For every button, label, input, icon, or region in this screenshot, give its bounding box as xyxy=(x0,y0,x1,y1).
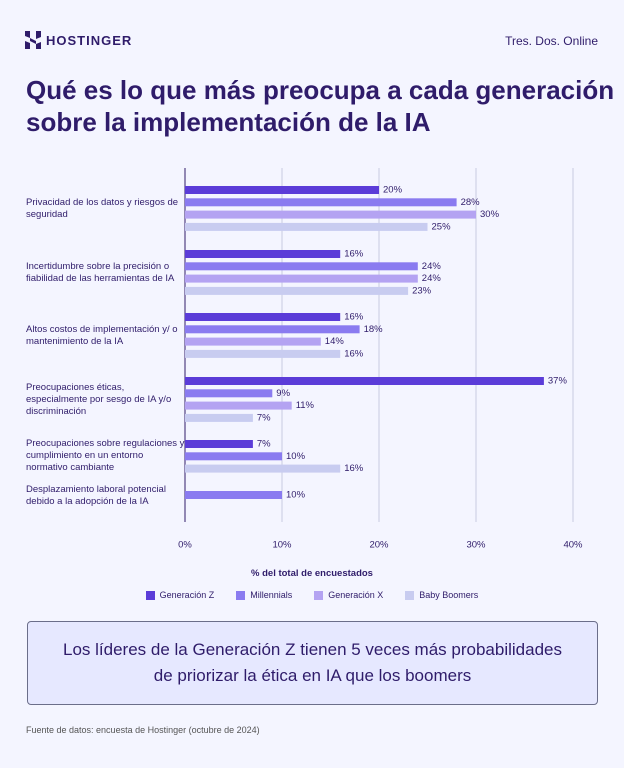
bar xyxy=(185,401,292,410)
bar xyxy=(185,274,418,283)
value-label: 11% xyxy=(296,400,315,411)
category-label: Preocupaciones éticas, especialmente por… xyxy=(26,382,172,417)
bar xyxy=(185,349,341,358)
value-label: 16% xyxy=(344,312,364,323)
legend-label: Millennials xyxy=(250,590,293,600)
bar xyxy=(185,186,379,194)
bar xyxy=(185,464,341,473)
bar xyxy=(185,250,341,258)
source: Fuente de datos: encuesta de Hostinger (… xyxy=(26,725,260,735)
category-label: Incertidumbre sobre la precisión o fiabi… xyxy=(26,261,175,284)
bar xyxy=(185,491,282,499)
x-tick-label: 10% xyxy=(272,540,292,551)
x-tick-label: 30% xyxy=(466,540,486,551)
bar xyxy=(185,337,321,346)
value-label: 30% xyxy=(480,209,500,220)
bar xyxy=(185,440,253,448)
legend-swatch xyxy=(405,590,415,600)
value-label: 14% xyxy=(325,336,345,347)
legend-label: Generación X xyxy=(328,590,384,600)
value-label: 18% xyxy=(364,324,384,335)
value-label: 20% xyxy=(383,185,403,196)
bar xyxy=(185,286,409,295)
value-label: 16% xyxy=(344,348,364,359)
value-label: 7% xyxy=(257,412,271,423)
value-label: 16% xyxy=(344,463,364,474)
bar xyxy=(185,452,282,461)
bar xyxy=(185,389,273,398)
legend-label: Baby Boomers xyxy=(419,590,479,600)
bar xyxy=(185,413,253,422)
bar xyxy=(185,222,428,231)
category-label: Preocupaciones sobre regulaciones y cump… xyxy=(26,438,185,473)
value-label: 10% xyxy=(286,490,306,501)
category-label: Privacidad de los datos y riesgos de seg… xyxy=(26,197,179,220)
legend-swatch xyxy=(145,590,155,600)
bar xyxy=(185,313,341,321)
value-label: 24% xyxy=(422,273,442,284)
x-axis-title: % del total de encuestados xyxy=(251,568,373,579)
legend-item: Generación Z xyxy=(145,590,215,600)
brand: HOSTINGER xyxy=(46,33,133,48)
value-label: 9% xyxy=(276,388,290,399)
x-tick-label: 0% xyxy=(178,540,192,551)
value-label: 24% xyxy=(422,261,442,272)
callout: Los líderes de la Generación Z tienen 5 … xyxy=(27,621,598,705)
bar xyxy=(185,377,544,385)
x-tick-label: 40% xyxy=(563,540,583,551)
category-label: Desplazamiento laboral potencial debido … xyxy=(26,484,166,507)
legend-item: Millennials xyxy=(236,590,292,600)
logo xyxy=(25,31,41,49)
chart-title: Qué es lo que más preocupa a cada genera… xyxy=(26,75,615,137)
site: Tres. Dos. Online xyxy=(505,34,598,48)
legend-swatch xyxy=(236,590,246,600)
value-label: 28% xyxy=(461,197,481,208)
legend-swatch xyxy=(314,590,324,600)
x-tick-label: 20% xyxy=(369,540,389,551)
value-label: 7% xyxy=(257,439,271,450)
plot: 0% 10% 20% 30% 40%20%28%30%25%16%24%24%23%16… xyxy=(178,168,583,551)
bar xyxy=(185,262,418,271)
value-label: 23% xyxy=(412,285,432,296)
category-label: Altos costos de implementación y/ o mant… xyxy=(26,324,178,347)
bar xyxy=(185,210,476,219)
legend-label: Generación Z xyxy=(159,590,215,600)
value-label: 25% xyxy=(432,221,452,232)
legend-item: Generación X xyxy=(314,590,383,600)
legend-item: Baby Boomers xyxy=(405,590,478,600)
bar xyxy=(185,198,457,207)
value-label: 37% xyxy=(548,376,568,387)
bar xyxy=(185,325,360,334)
value-label: 10% xyxy=(286,451,306,462)
value-label: 16% xyxy=(344,249,364,260)
legend: Generación Z Millennials Generación X Baby … xyxy=(0,590,624,600)
